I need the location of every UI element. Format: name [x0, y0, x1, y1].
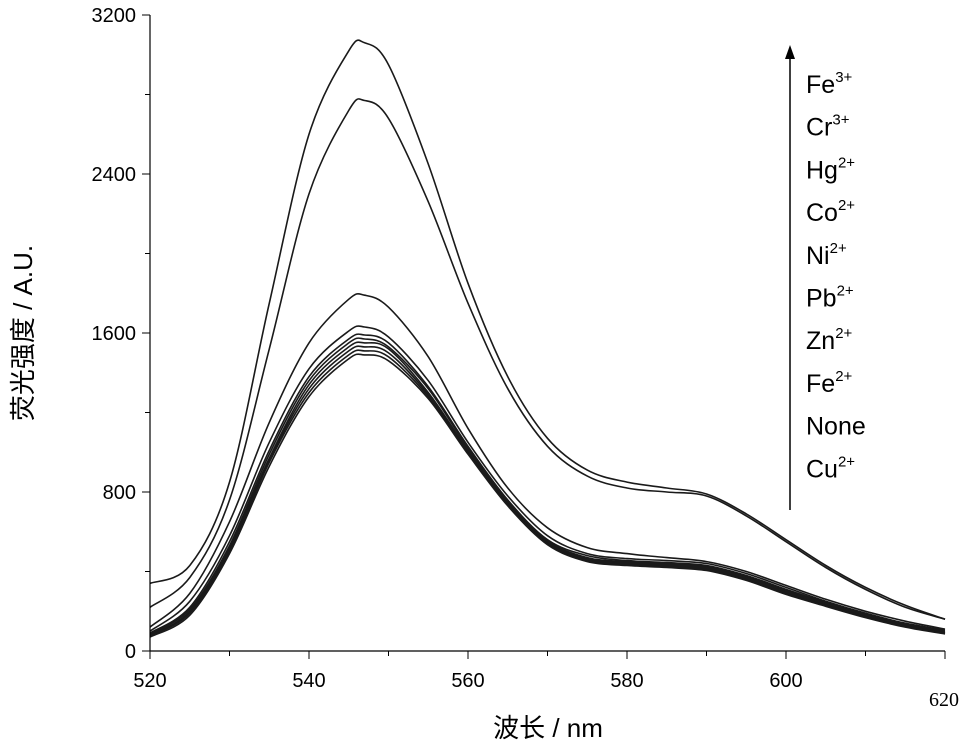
legend-entry-base: Pb: [806, 285, 837, 313]
x-tick-label-520: 520: [133, 670, 166, 692]
x-tick-label-540: 540: [292, 670, 325, 692]
legend-entry-base: Cr: [806, 114, 832, 142]
legend-entry-9: None: [806, 413, 866, 441]
legend-entry-superscript: 3+: [835, 69, 852, 86]
legend-entry-superscript: 2+: [838, 197, 855, 214]
x-tick-label-600: 600: [769, 670, 802, 692]
legend-entry-superscript: 2+: [838, 453, 855, 470]
legend-entry-base: Hg: [806, 156, 838, 184]
legend-entry-base: Co: [806, 199, 838, 227]
x-tick-label-560: 560: [451, 670, 484, 692]
x-axis-title: 波长 / nm: [493, 713, 603, 743]
legend-entry-base: Zn: [806, 327, 835, 355]
legend-entry-superscript: 2+: [837, 283, 854, 300]
y-tick-label-2400: 2400: [92, 164, 137, 186]
x-tick-label-580: 580: [610, 670, 643, 692]
y-axis-title: 荧光强度 / A.U.: [8, 245, 38, 421]
y-tick-label-1600: 1600: [92, 323, 137, 345]
legend-entry-base: Fe: [806, 370, 835, 398]
chart-svg: 5205405605806000800160024003200 Fe3+Cr3+…: [0, 0, 969, 749]
x-tick-label-620: 620: [929, 689, 959, 711]
legend-entry-superscript: 2+: [830, 240, 847, 257]
legend-entry-base: None: [806, 413, 866, 441]
legend-entry-superscript: 2+: [835, 368, 852, 385]
y-tick-label-0: 0: [125, 641, 136, 663]
legend-entry-base: Fe: [806, 71, 835, 99]
legend-entry-superscript: 2+: [838, 154, 855, 171]
legend-entry-superscript: 3+: [832, 112, 849, 129]
legend-entry-base: Ni: [806, 242, 830, 270]
y-tick-label-3200: 3200: [92, 5, 137, 27]
legend-entry-base: Cu: [806, 455, 838, 483]
y-tick-label-800: 800: [103, 482, 136, 504]
legend-entry-superscript: 2+: [835, 325, 852, 342]
